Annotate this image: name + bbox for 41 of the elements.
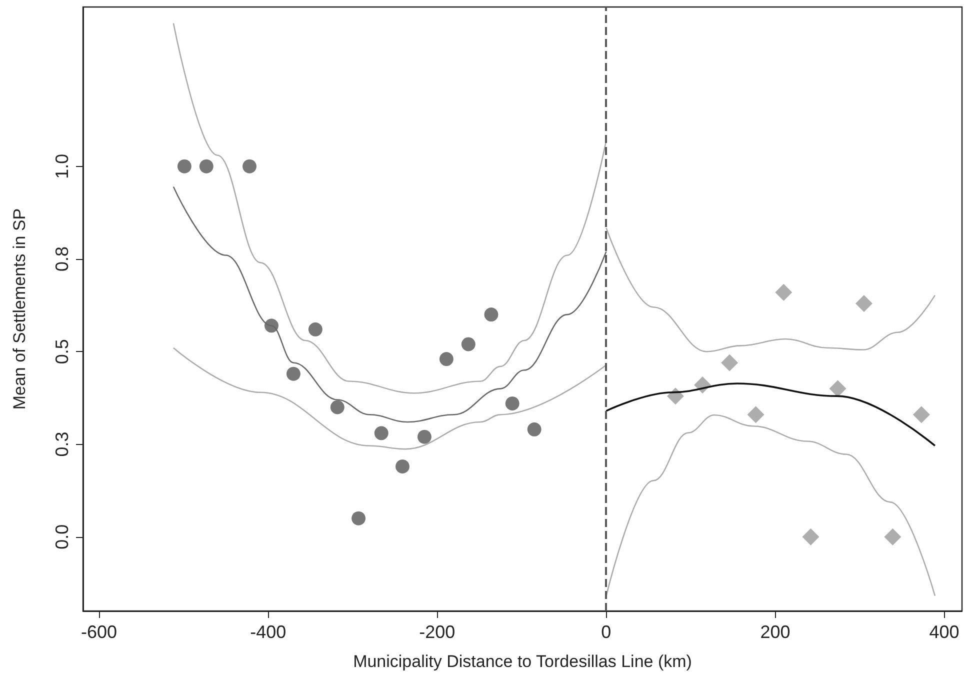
x-tick-label: -200	[419, 622, 456, 642]
point	[352, 511, 366, 526]
point	[374, 426, 388, 440]
x-tick-label: 0	[601, 622, 612, 642]
line-series	[172, 347, 607, 450]
y-tick-label: 1.0	[52, 154, 72, 179]
point	[855, 294, 872, 312]
x-tick-label: 400	[929, 622, 960, 642]
point	[747, 406, 764, 424]
point	[439, 352, 454, 366]
point	[527, 422, 542, 436]
line-series	[172, 186, 607, 423]
point	[884, 528, 902, 546]
point	[417, 430, 432, 444]
point	[461, 337, 476, 352]
y-tick-label: 0.8	[52, 246, 72, 272]
point	[330, 400, 344, 414]
point	[829, 380, 846, 398]
point	[286, 366, 300, 381]
line-series	[606, 227, 936, 352]
y-tick-label: 0.5	[52, 339, 72, 364]
y-tick-label: 0.3	[52, 432, 72, 457]
point	[242, 159, 257, 174]
point	[775, 284, 792, 301]
point	[177, 159, 192, 174]
point	[505, 396, 520, 410]
line-series	[172, 22, 607, 394]
point	[802, 528, 820, 546]
x-axis-title: Municipality Distance to Tordesillas Line (km)	[353, 652, 692, 671]
y-tick-label: 0.0	[52, 524, 72, 550]
point	[484, 308, 498, 322]
y-axis-title: Mean of Settlements in SP	[10, 208, 29, 410]
line-series	[606, 414, 936, 597]
point	[395, 459, 410, 474]
x-tick-label: 200	[760, 622, 790, 642]
x-tick-label: -400	[250, 622, 286, 642]
point	[308, 322, 322, 336]
point	[199, 159, 214, 174]
point	[912, 406, 930, 424]
point	[721, 354, 738, 372]
x-tick-label: -600	[81, 622, 118, 642]
